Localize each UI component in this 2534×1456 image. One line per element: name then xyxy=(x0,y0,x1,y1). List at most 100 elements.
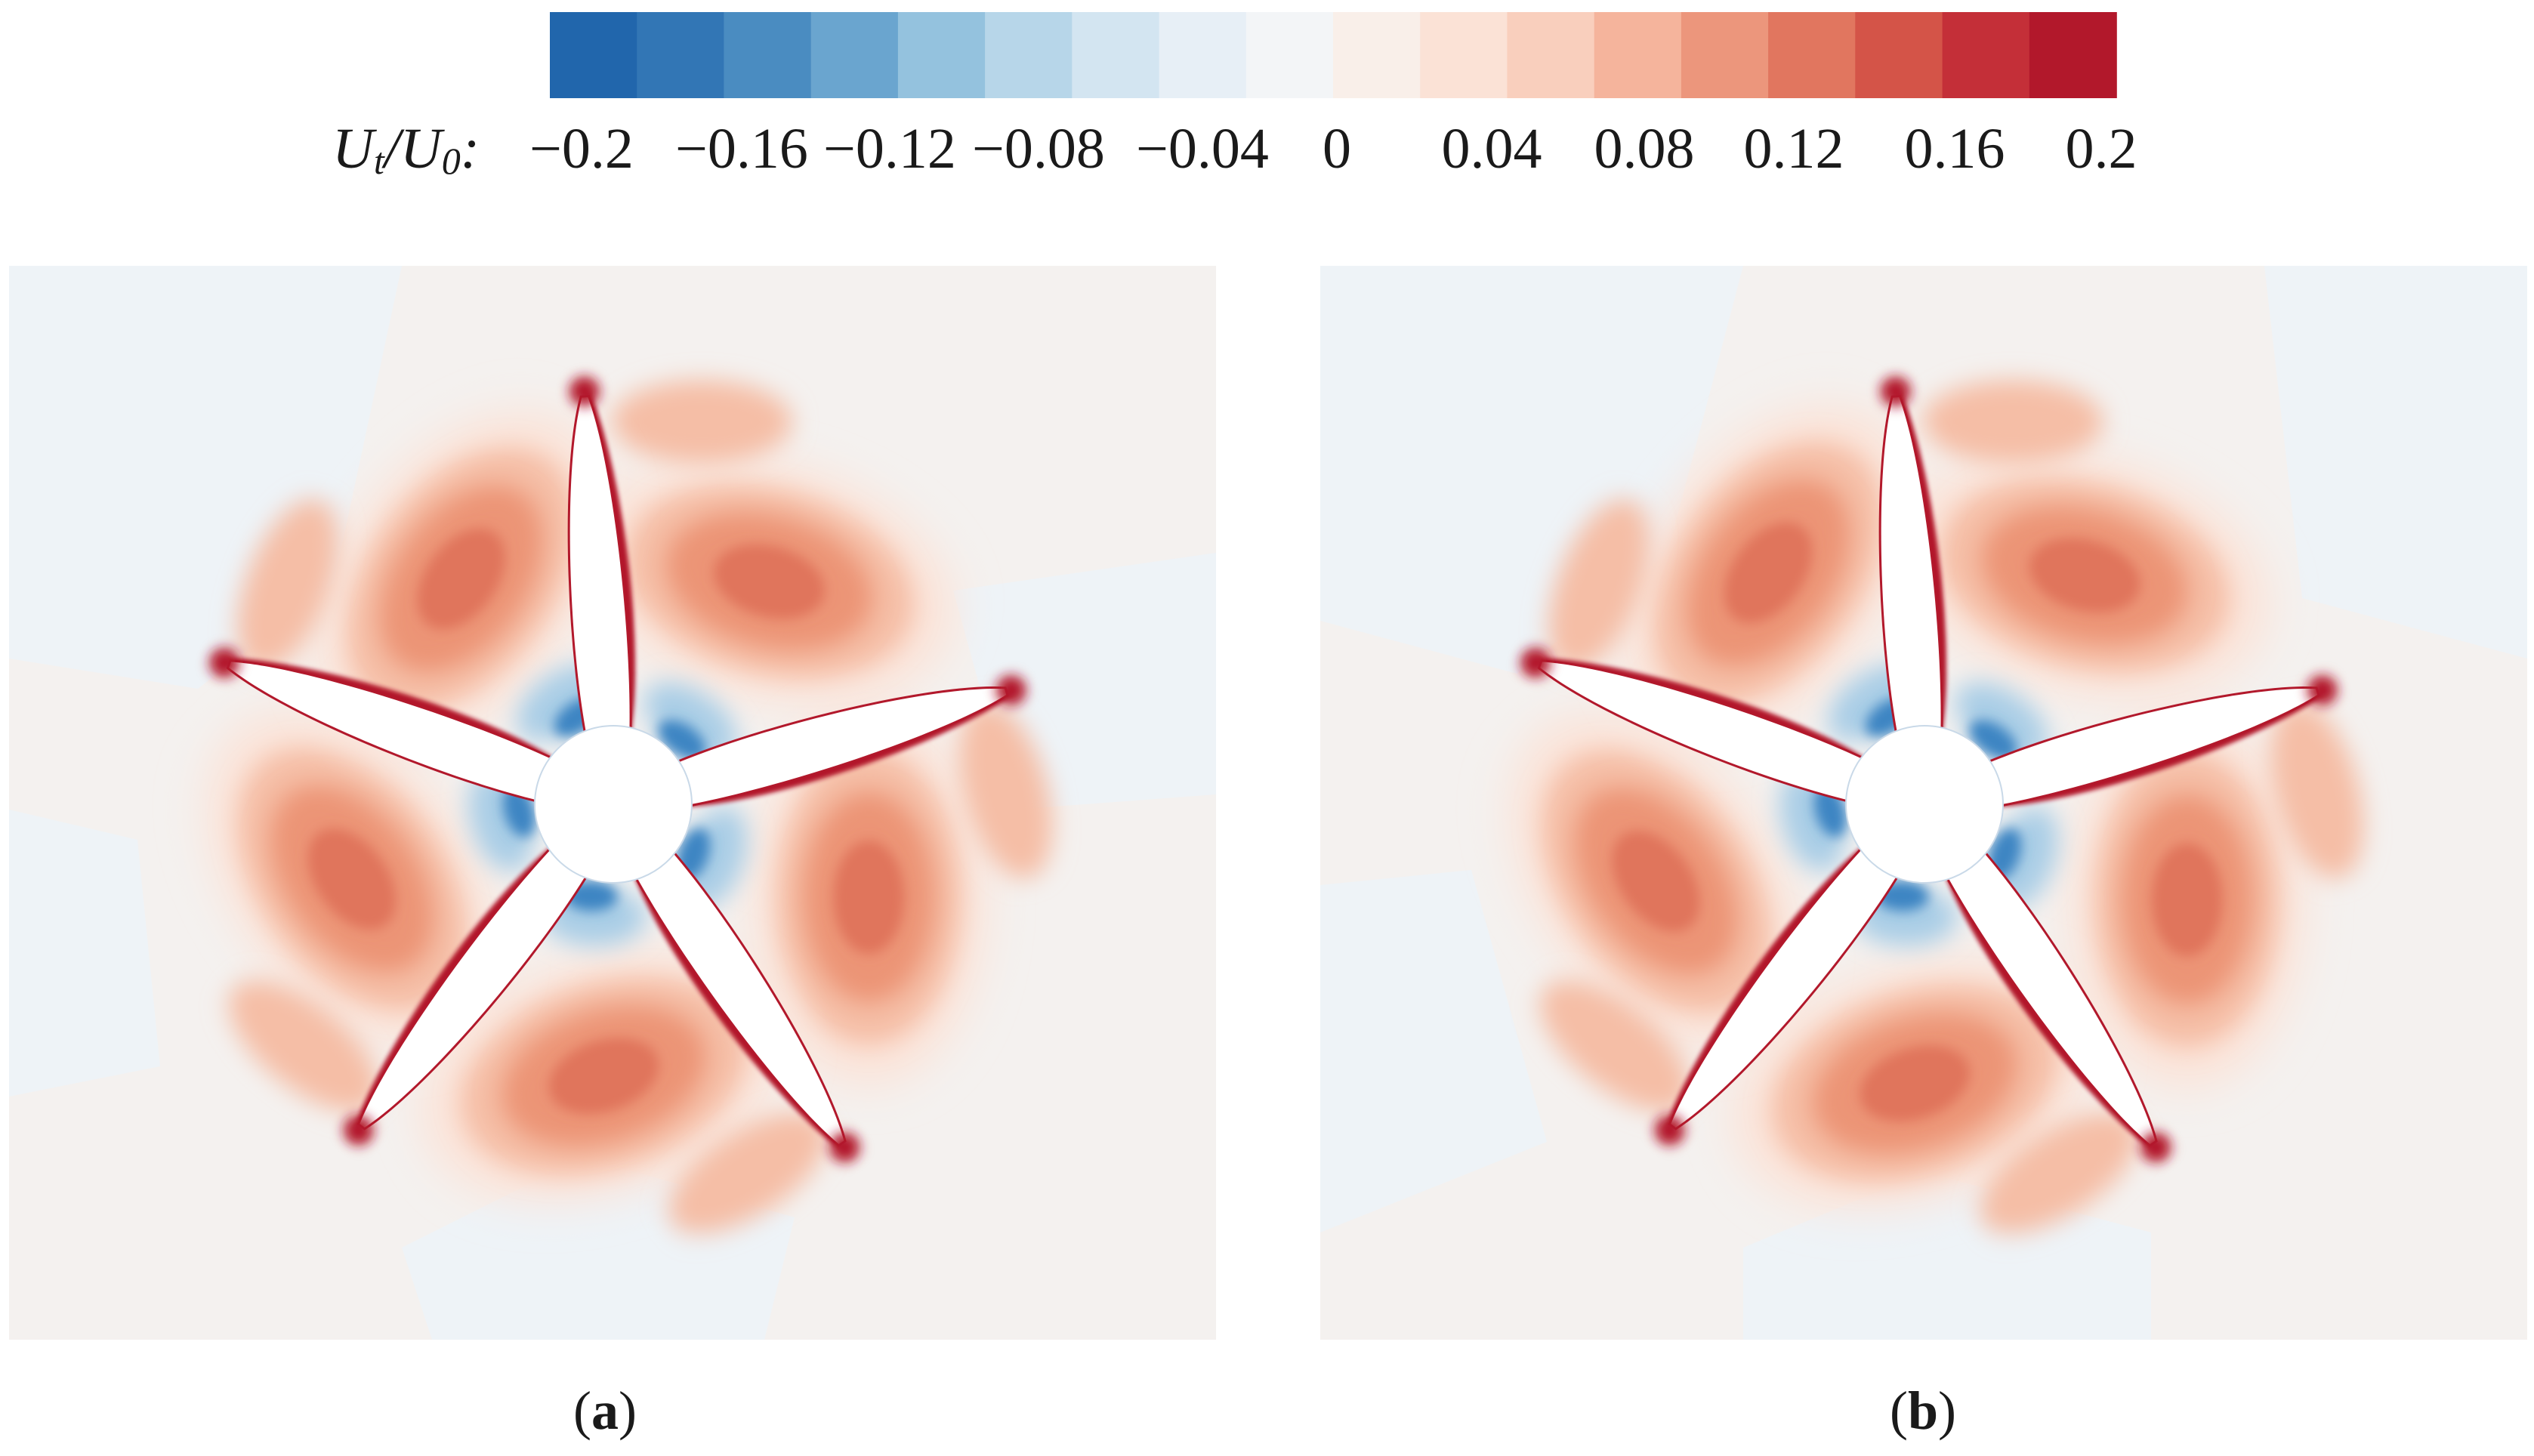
colorbar-tick-label: −0.08 xyxy=(972,117,1105,180)
blade-tip-vortex xyxy=(2140,1132,2171,1163)
colorbar-title-slash: /U xyxy=(381,117,445,180)
hub-blue-core xyxy=(658,720,707,760)
colorbar-swatch xyxy=(2029,12,2117,98)
panel-b-caption: (b) xyxy=(1890,1380,1956,1441)
tip-vortex-lobes xyxy=(1509,380,2364,1234)
hub-low-velocity xyxy=(1779,663,2058,946)
blade-tip-vortex xyxy=(209,647,240,678)
colorbar-tick-labels: −0.2 −0.16 −0.12 −0.08 −0.04 0 0.04 0.08 0.12 0.1… xyxy=(529,117,2137,180)
colorbar-swatch xyxy=(897,12,986,98)
colorbar-swatch xyxy=(1333,12,1421,98)
blade-tip-vortex xyxy=(2307,674,2338,705)
colorbar-title-main: U xyxy=(332,117,377,180)
propeller xyxy=(209,376,1026,1163)
panel-b-caption-letter: b xyxy=(1908,1380,1938,1441)
propeller-blade xyxy=(343,825,603,1146)
colorbar-swatch xyxy=(985,12,1073,98)
colorbar-swatches xyxy=(550,12,2117,98)
vortex-lobe-layer xyxy=(2029,538,2140,613)
colorbar-tick-label: 0 xyxy=(1323,117,1351,180)
blade-tip-vortex xyxy=(1654,1115,1685,1146)
vortex-lobe-layer xyxy=(1860,1045,1970,1121)
blade-tip-vortex xyxy=(343,1115,374,1146)
panel-a-velocity-field xyxy=(9,266,1216,1340)
vortex-tail xyxy=(959,702,1053,879)
vortex-tail xyxy=(1922,380,2103,464)
blade-tip-vortex xyxy=(1520,647,1551,678)
vortex-tail xyxy=(1979,1112,2138,1234)
colorbar-tick-label: 0.16 xyxy=(1905,117,2005,180)
low-velocity-region xyxy=(2264,266,2527,659)
blade-tip-vortex xyxy=(995,674,1026,705)
colorbar-tick-label: 0.08 xyxy=(1594,117,1695,180)
colorbar-title-sub1: t xyxy=(374,140,385,182)
vortex-lobe-layer xyxy=(1724,522,1813,623)
blade-tip-vortex xyxy=(1880,376,1911,407)
propeller-blade xyxy=(1654,825,1914,1146)
low-velocity-region xyxy=(1320,870,1547,1232)
panel-a-field xyxy=(9,266,1216,1340)
vortex-tail xyxy=(236,498,338,671)
colorbar-swatch xyxy=(1159,12,1247,98)
blade-surface xyxy=(569,397,630,760)
blade-surface xyxy=(229,662,577,807)
vortex-lobe-layer xyxy=(1612,831,1700,932)
vortex-lobe-layer xyxy=(307,828,397,930)
blade-surface xyxy=(1881,397,1941,760)
blade-surface xyxy=(1671,828,1912,1127)
propeller-hub xyxy=(534,725,693,884)
blade-surface xyxy=(1540,662,1888,807)
vortex-tail xyxy=(668,1112,827,1234)
blade-tip-vortex xyxy=(569,376,600,407)
blade-tip-vortex xyxy=(829,1132,860,1163)
vortex-lobe-layer xyxy=(417,528,505,630)
colorbar-swatch xyxy=(1245,12,1334,98)
colorbar-tick-label: −0.12 xyxy=(823,117,956,180)
panel-b-caption-open: ( xyxy=(1890,1380,1908,1441)
colorbar-tick-label: −0.04 xyxy=(1136,117,1269,180)
propeller-blade xyxy=(567,376,636,763)
panel-a-caption: (a) xyxy=(573,1380,637,1441)
propeller-blade xyxy=(620,828,860,1163)
vortex-lobe-layer xyxy=(833,841,905,955)
colorbar-title-colon: : xyxy=(461,117,480,180)
tip-vortex-lobes xyxy=(205,380,1053,1234)
colorbar: −0.2 −0.16 −0.12 −0.08 −0.04 0 0.04 0.08 0.12 0.1… xyxy=(332,12,2137,182)
colorbar-swatch xyxy=(1594,12,1682,98)
colorbar-tick-label: −0.16 xyxy=(675,117,808,180)
colorbar-swatch xyxy=(1855,12,1943,98)
panel-a-caption-letter: a xyxy=(591,1380,619,1441)
propeller-blade xyxy=(649,674,1026,813)
blade-surface xyxy=(652,688,1007,810)
colorbar-swatch xyxy=(637,12,725,98)
contour-panel-b: (b) xyxy=(1320,266,2527,1441)
colorbar-swatch xyxy=(810,12,899,98)
panel-b-field xyxy=(1320,266,2527,1340)
contour-panel-a: (a) xyxy=(9,266,1216,1441)
propeller-blade xyxy=(1960,674,2338,813)
colorbar-swatch xyxy=(1507,12,1595,98)
propeller-blade xyxy=(1878,376,1947,763)
colorbar-swatch xyxy=(1072,12,1160,98)
colorbar-swatch xyxy=(1420,12,1508,98)
panel-a-caption-close: ) xyxy=(619,1380,637,1441)
vortex-lobe-layer xyxy=(2151,843,2223,957)
propeller-blade xyxy=(1931,828,2171,1163)
vortex-lobe-layer xyxy=(714,544,825,619)
colorbar-tick-label: 0.2 xyxy=(2066,117,2137,180)
colorbar-tick-label: 0.12 xyxy=(1744,117,1844,180)
blade-surface xyxy=(623,831,844,1144)
panel-b-velocity-field xyxy=(1320,266,2527,1340)
blade-surface xyxy=(360,828,600,1127)
blade-surface xyxy=(1963,688,2318,810)
colorbar-title-sub2: 0 xyxy=(442,140,461,182)
colorbar-swatch xyxy=(1942,12,2030,98)
vortex-tail xyxy=(1539,980,1690,1112)
vortex-lobe-layer xyxy=(548,1038,659,1114)
propeller-hub xyxy=(1845,725,2004,884)
propeller-blade xyxy=(1520,647,1891,809)
colorbar-swatch xyxy=(550,12,637,98)
colorbar-swatch xyxy=(1768,12,1857,98)
vortex-tail xyxy=(611,380,792,464)
